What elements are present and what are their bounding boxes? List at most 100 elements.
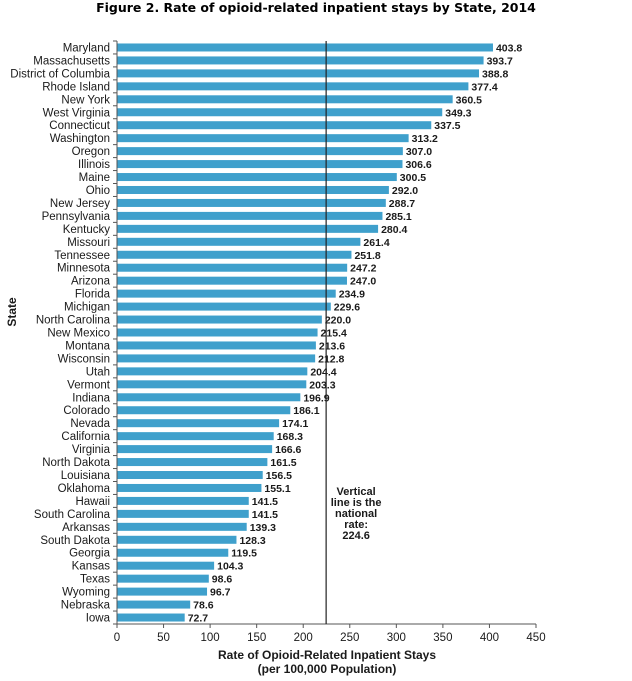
bar — [117, 108, 443, 117]
value-label: 229.6 — [334, 302, 360, 314]
bar — [117, 458, 268, 467]
bar — [117, 198, 386, 207]
value-label: 98.6 — [212, 574, 233, 586]
category-label: Arizona — [71, 276, 111, 288]
bar — [117, 211, 383, 220]
x-tick-label: 50 — [157, 632, 170, 644]
bar — [117, 522, 247, 531]
category-label: Connecticut — [49, 120, 111, 132]
value-label: 261.4 — [363, 237, 389, 249]
x-tick-label: 150 — [247, 632, 266, 644]
category-label: Maryland — [63, 42, 110, 54]
value-label: 186.1 — [293, 405, 319, 417]
category-label: West Virginia — [43, 107, 111, 119]
x-tick-label: 0 — [114, 632, 120, 644]
value-label: 360.5 — [456, 94, 482, 106]
bar — [117, 185, 389, 194]
value-label: 78.6 — [193, 600, 214, 612]
x-tick-label: 250 — [340, 632, 359, 644]
category-label: Washington — [50, 133, 110, 145]
category-label: Illinois — [78, 159, 110, 171]
bar — [117, 263, 348, 272]
bar — [117, 587, 208, 596]
category-label: Florida — [75, 289, 111, 301]
category-label: Tennessee — [54, 250, 110, 262]
category-label: Oregon — [72, 146, 110, 158]
bar — [117, 250, 352, 259]
bars-group — [117, 43, 493, 622]
category-label: District of Columbia — [10, 68, 110, 80]
bar — [117, 471, 263, 480]
bar — [117, 483, 262, 492]
category-label: Maine — [79, 172, 110, 184]
bar — [117, 561, 215, 570]
value-label: 155.1 — [264, 483, 290, 495]
category-label: Nevada — [70, 418, 110, 430]
category-label: Rhode Island — [42, 81, 110, 93]
category-label: Oklahoma — [58, 483, 111, 495]
value-label: 203.3 — [309, 379, 335, 391]
bar — [117, 173, 397, 182]
category-label: Louisiana — [61, 470, 111, 482]
bar — [117, 354, 316, 363]
category-label: Pennsylvania — [42, 211, 111, 223]
category-label: South Dakota — [40, 535, 110, 547]
value-label: 234.9 — [339, 289, 365, 301]
bar — [117, 121, 432, 130]
value-label: 128.3 — [239, 535, 265, 547]
category-label: South Carolina — [34, 509, 111, 521]
national-rate-annotation-line: 224.6 — [342, 530, 370, 542]
bar — [117, 393, 301, 402]
bar — [117, 419, 280, 428]
category-label: Texas — [80, 574, 110, 586]
x-tick-label: 300 — [387, 632, 406, 644]
category-label: California — [61, 431, 110, 443]
value-label: 166.6 — [275, 444, 301, 456]
bar — [117, 315, 322, 324]
x-tick-label: 450 — [526, 632, 545, 644]
category-label: New York — [61, 94, 110, 106]
category-label: Ohio — [86, 185, 110, 197]
bar — [117, 224, 379, 233]
bar — [117, 496, 249, 505]
category-label: Kentucky — [63, 224, 111, 236]
chart-title: Figure 2. Rate of opioid-related inpatie… — [96, 0, 536, 15]
category-label: Wyoming — [62, 587, 110, 599]
bar — [117, 276, 347, 285]
value-label: 377.4 — [471, 81, 497, 93]
value-label: 313.2 — [412, 133, 438, 145]
value-label: 300.5 — [400, 172, 426, 184]
category-label: New Jersey — [50, 198, 110, 210]
value-label: 139.3 — [250, 522, 276, 534]
bar — [117, 406, 291, 415]
value-label: 247.0 — [350, 276, 376, 288]
bar — [117, 95, 453, 104]
category-label: Arkansas — [62, 522, 110, 534]
bar — [117, 432, 274, 441]
x-tick-label: 350 — [433, 632, 452, 644]
category-label: Nebraska — [61, 600, 111, 612]
category-label: Minnesota — [57, 263, 111, 275]
value-label: 212.8 — [318, 353, 344, 365]
category-label: North Carolina — [36, 315, 111, 327]
value-label: 215.4 — [321, 328, 347, 340]
x-axis-title-line-1: Rate of Opioid-Related Inpatient Stays — [218, 648, 436, 662]
x-tick-label: 200 — [294, 632, 313, 644]
bar — [117, 535, 237, 544]
value-label: 156.5 — [266, 470, 292, 482]
bar — [117, 82, 469, 91]
value-label: 161.5 — [270, 457, 296, 469]
value-label: 288.7 — [389, 198, 415, 210]
bar — [117, 509, 249, 518]
x-axis: 0 50 100 150 200 250 300 350 400 450 — [113, 40, 546, 644]
bar — [117, 302, 331, 311]
bar — [117, 56, 484, 65]
bar — [117, 328, 318, 337]
national-rate-annotation-line: line is the — [331, 497, 382, 509]
category-label: Vermont — [67, 379, 111, 391]
value-label: 104.3 — [217, 561, 243, 573]
value-label: 285.1 — [385, 211, 411, 223]
value-label: 292.0 — [392, 185, 418, 197]
